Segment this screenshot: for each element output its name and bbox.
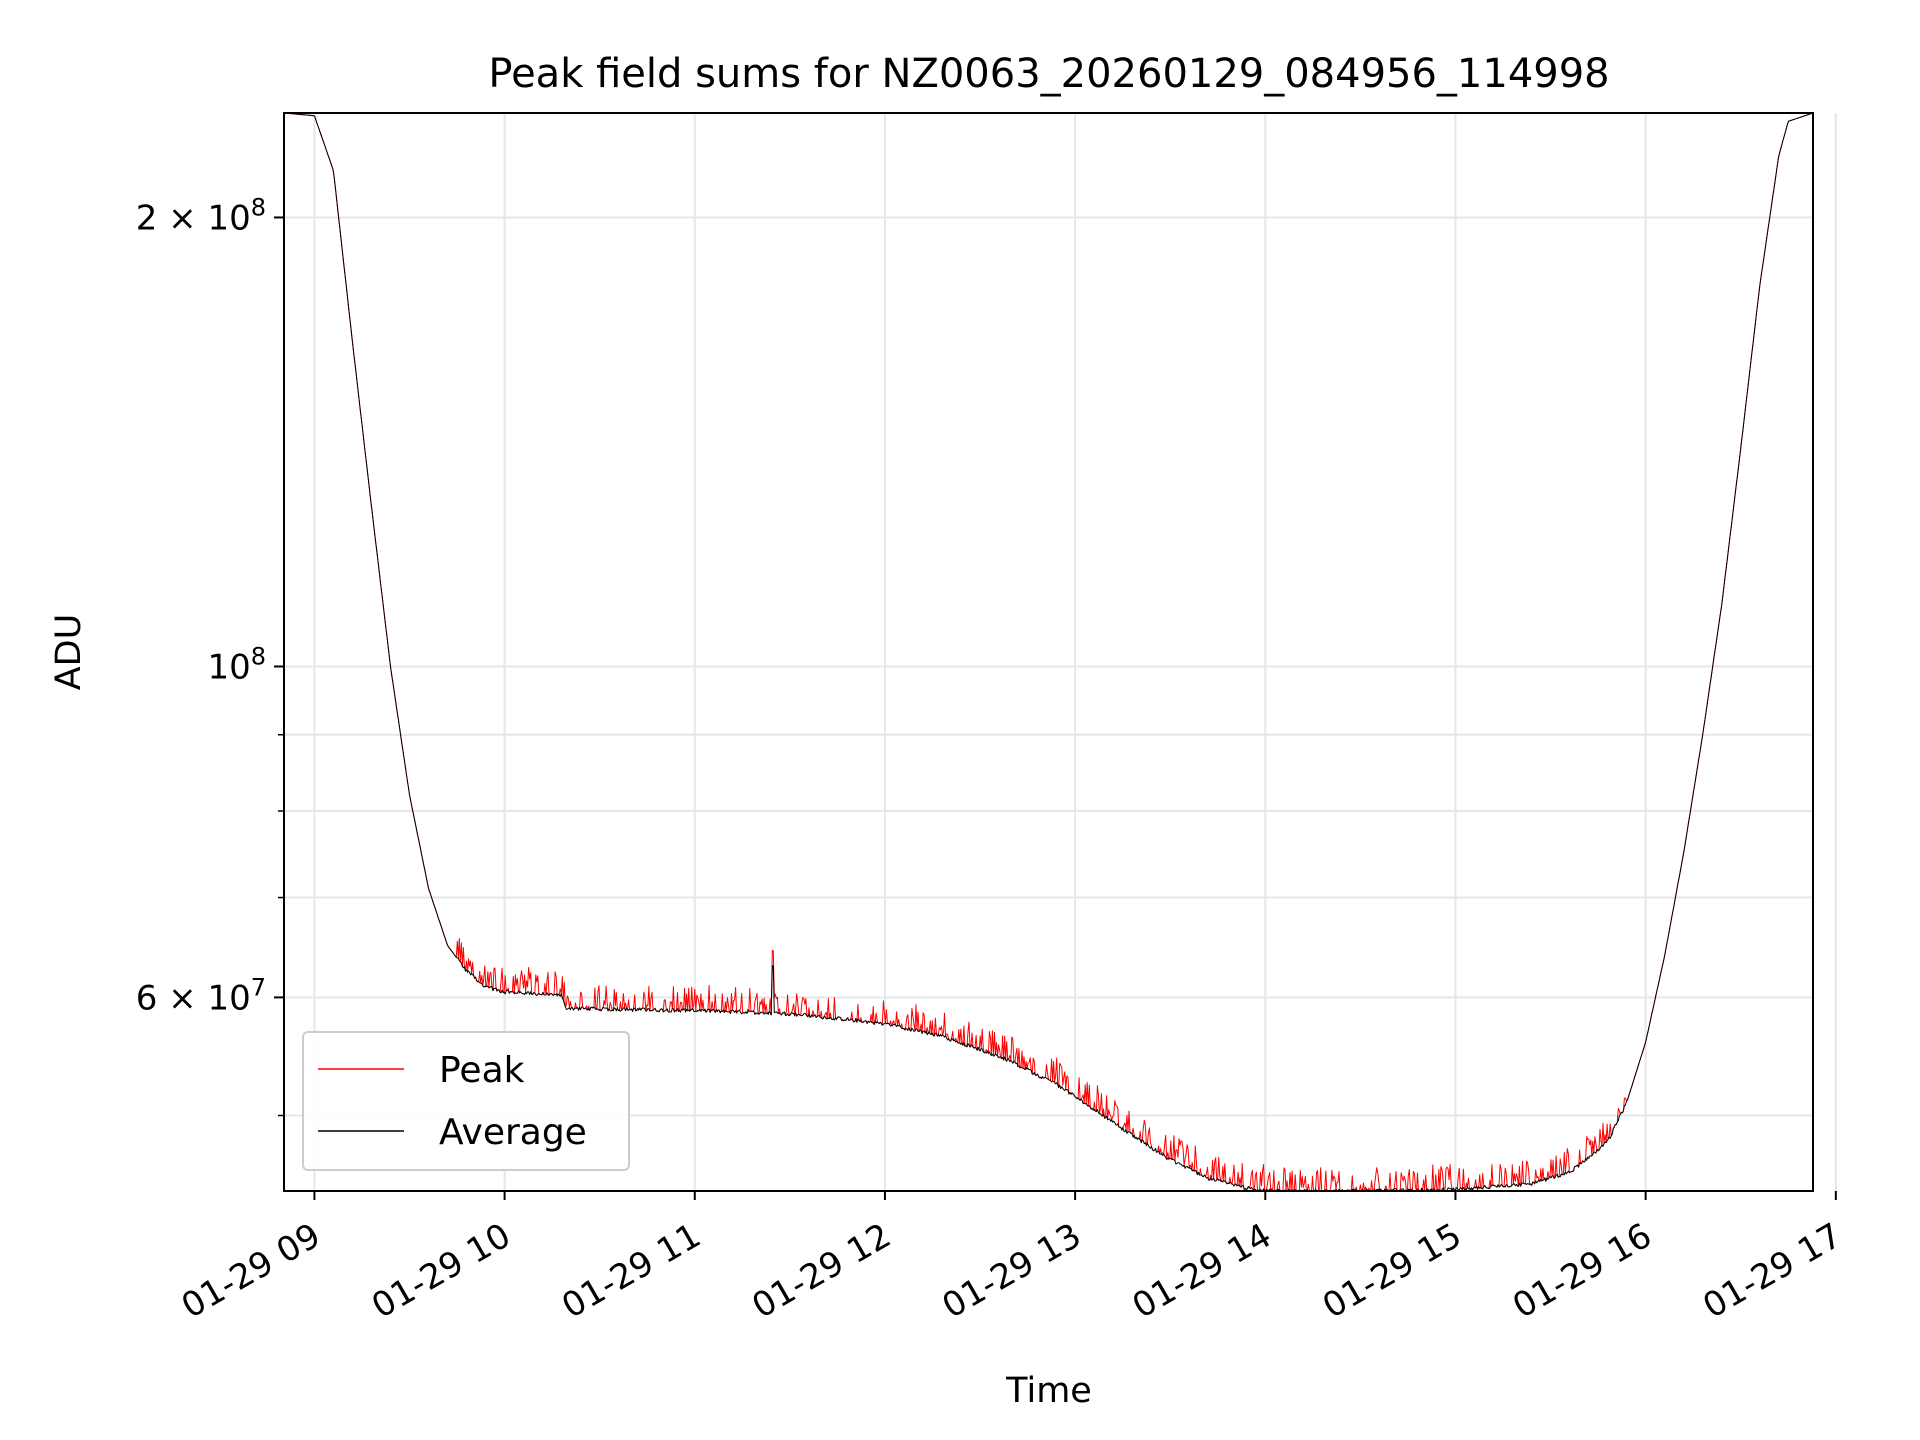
series-layer <box>283 112 1814 1192</box>
chart-title: Peak field sums for NZ0063_20260129_0849… <box>488 51 1609 97</box>
y-tick-label: 2 × 108 <box>136 193 266 238</box>
legend-box <box>302 1031 630 1171</box>
plot-area-background <box>284 113 1813 1191</box>
y-tick-label: 6 × 107 <box>136 973 266 1018</box>
series-average-line <box>283 112 1814 1192</box>
legend: Peak Average <box>302 1031 630 1171</box>
x-axis-label: Time <box>1005 1371 1092 1411</box>
y-axis-label: ADU <box>49 614 89 691</box>
legend-peak-label: Peak <box>439 1050 525 1091</box>
plot-frame <box>283 112 1814 1192</box>
grid <box>284 113 1837 1191</box>
y-tick-label: 108 <box>207 642 266 687</box>
legend-average-label: Average <box>439 1112 587 1153</box>
